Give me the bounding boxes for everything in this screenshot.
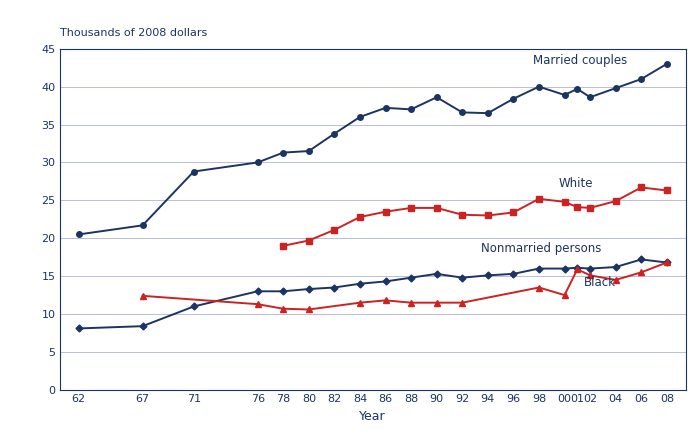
X-axis label: Year: Year xyxy=(359,410,386,423)
Text: Thousands of 2008 dollars: Thousands of 2008 dollars xyxy=(60,27,206,38)
Text: Married couples: Married couples xyxy=(533,54,626,66)
Text: White: White xyxy=(558,177,593,190)
Text: Black: Black xyxy=(584,276,616,289)
Text: Nonmarried persons: Nonmarried persons xyxy=(482,242,602,255)
